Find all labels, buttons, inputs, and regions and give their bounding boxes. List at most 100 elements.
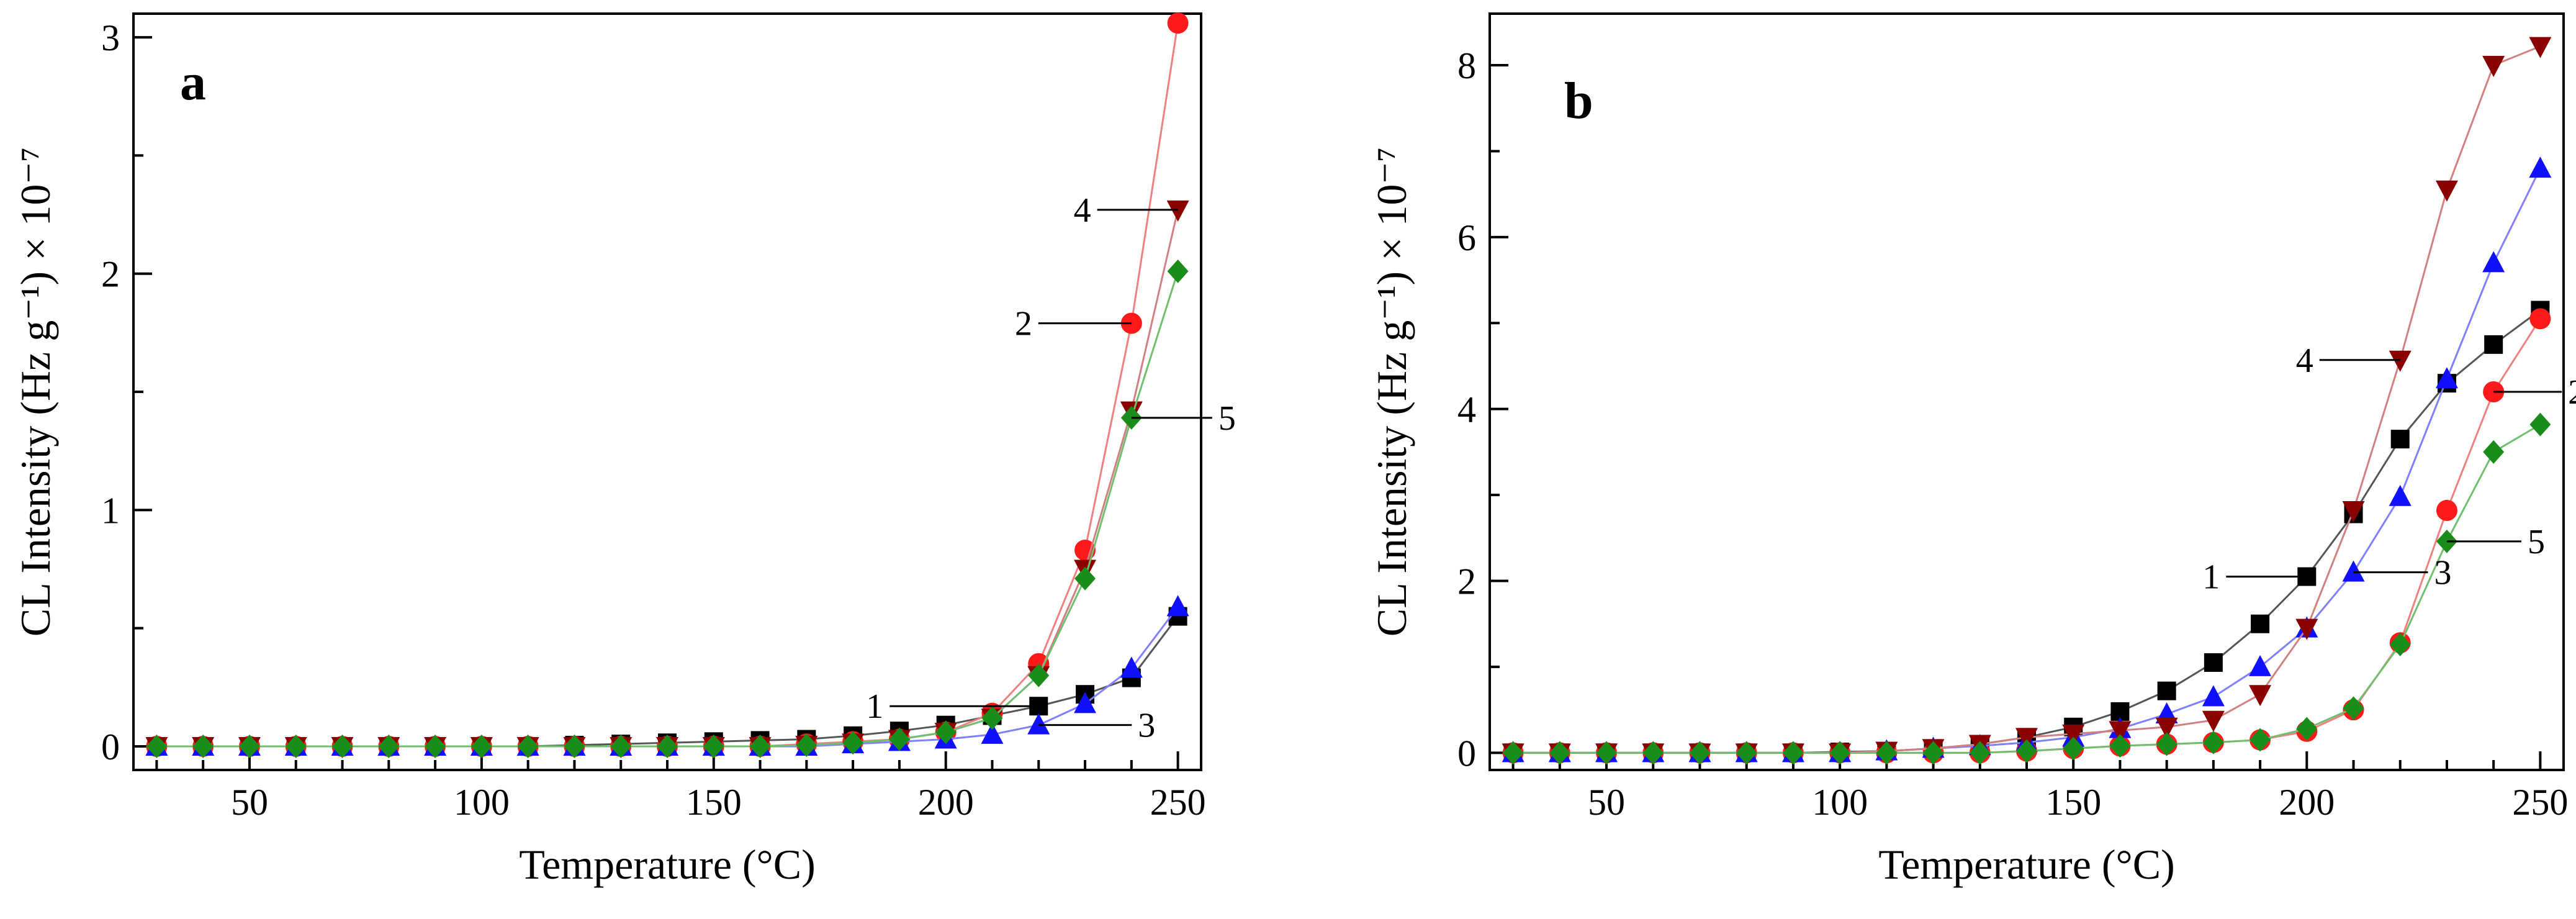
data-point xyxy=(378,734,400,758)
data-point xyxy=(2249,685,2272,707)
data-point xyxy=(2389,632,2411,656)
data-point xyxy=(2249,728,2271,752)
series-4 xyxy=(1502,37,2552,765)
data-point xyxy=(2202,710,2225,732)
curve-label: 4 xyxy=(2296,342,2313,380)
data-point xyxy=(1922,741,1944,765)
data-point xyxy=(1502,741,1524,765)
data-point xyxy=(1167,12,1189,34)
series-5 xyxy=(146,259,1189,758)
y-tick-label: 0 xyxy=(1457,733,1476,774)
curve-label: 3 xyxy=(2434,554,2452,592)
data-point xyxy=(1549,741,1570,765)
curve-label: 5 xyxy=(2528,523,2545,561)
data-point xyxy=(2157,681,2176,700)
data-point xyxy=(796,733,817,758)
x-tick-label: 50 xyxy=(231,782,268,823)
data-point xyxy=(2529,156,2552,178)
data-point xyxy=(471,734,492,758)
y-tick-label: 4 xyxy=(1457,389,1476,430)
data-point xyxy=(331,734,353,758)
data-point xyxy=(749,734,771,758)
data-point xyxy=(2063,736,2084,761)
data-point xyxy=(2529,412,2551,437)
data-point xyxy=(2251,614,2270,633)
data-point xyxy=(1028,663,1050,687)
data-point xyxy=(1074,692,1097,713)
series-1 xyxy=(1503,301,2550,763)
data-point xyxy=(2529,308,2551,330)
data-point xyxy=(2436,500,2457,522)
data-point xyxy=(2342,501,2365,523)
data-point xyxy=(2202,730,2224,754)
data-point xyxy=(2109,734,2131,758)
data-point xyxy=(1689,741,1711,765)
data-point xyxy=(192,734,214,758)
x-tick-label: 150 xyxy=(686,782,742,823)
chart-panel-b: 50 100 150 200 250 0 2 4 6 8 Temperature (°C) CL In… xyxy=(1368,12,2576,888)
data-point xyxy=(1074,566,1096,591)
data-point xyxy=(425,734,446,758)
y-tick-label: 1 xyxy=(101,490,120,531)
data-point xyxy=(657,734,678,758)
data-point xyxy=(238,734,260,758)
plot-frame xyxy=(1488,12,2565,771)
series-2 xyxy=(1502,308,2551,764)
data-point xyxy=(2016,739,2037,763)
x-axis-title: Temperature (°C) xyxy=(519,841,815,888)
data-point xyxy=(703,734,724,758)
x-tick-label: 50 xyxy=(1588,782,1625,823)
data-point xyxy=(2484,335,2503,354)
data-point xyxy=(1167,259,1189,283)
y-tick-label: 8 xyxy=(1457,45,1476,86)
series-line xyxy=(1513,423,2541,754)
x-tick-label: 250 xyxy=(2512,782,2568,823)
data-point xyxy=(2155,717,2178,739)
x-tick-label: 250 xyxy=(1150,782,1206,823)
series-line xyxy=(156,209,1179,748)
y-tick-label: 2 xyxy=(101,254,120,295)
data-point xyxy=(517,734,539,758)
data-point xyxy=(2483,440,2505,464)
curve-label: 3 xyxy=(1138,707,1155,745)
panel-label: a xyxy=(180,53,206,111)
series-2 xyxy=(146,12,1189,757)
data-point xyxy=(610,734,632,758)
data-point xyxy=(1969,741,1991,765)
y-tick-label: 0 xyxy=(101,727,120,767)
x-axis-title: Temperature (°C) xyxy=(1878,841,2174,888)
data-point xyxy=(2529,37,2552,58)
data-point xyxy=(2482,56,2505,78)
data-point xyxy=(2202,685,2225,707)
panel-label: b xyxy=(1564,72,1593,130)
data-point xyxy=(1596,741,1618,765)
series-line xyxy=(156,22,1179,748)
curve-label: 4 xyxy=(1074,191,1091,230)
curve-label: 2 xyxy=(1015,305,1032,343)
data-point xyxy=(1027,713,1050,735)
data-point xyxy=(2204,653,2223,672)
data-point xyxy=(2389,350,2412,372)
data-point xyxy=(2343,696,2364,720)
data-point xyxy=(146,734,168,758)
y-tick-label: 3 xyxy=(101,17,120,58)
data-point xyxy=(842,731,864,755)
data-point xyxy=(2342,560,2365,582)
series-line xyxy=(156,615,1179,748)
data-point xyxy=(1876,741,1898,765)
data-point xyxy=(2435,367,2458,389)
data-point xyxy=(2015,728,2038,749)
data-point xyxy=(1736,741,1757,765)
data-point xyxy=(1120,656,1143,678)
series-5 xyxy=(1502,412,2551,765)
series-line xyxy=(156,606,1179,748)
data-point xyxy=(2249,654,2272,676)
x-tick-label: 200 xyxy=(2279,782,2335,823)
data-point xyxy=(981,706,1003,730)
data-point xyxy=(981,722,1004,744)
data-point xyxy=(888,727,910,751)
data-point xyxy=(2062,724,2085,746)
data-point xyxy=(1642,741,1664,765)
curve-label: 1 xyxy=(2202,558,2220,597)
